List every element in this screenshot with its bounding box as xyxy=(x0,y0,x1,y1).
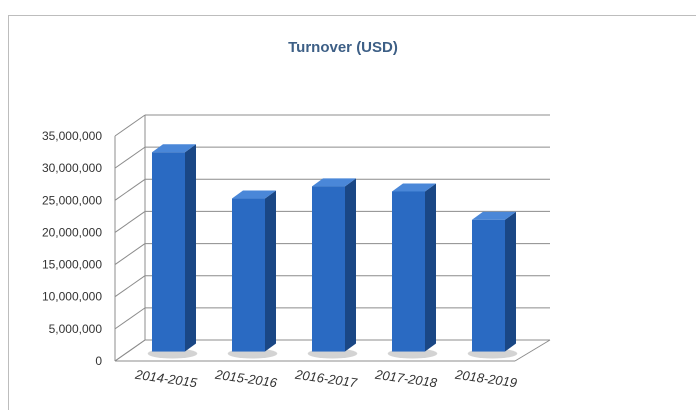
bar xyxy=(392,191,425,352)
bar-side xyxy=(345,178,356,352)
floor-right-edge xyxy=(514,339,551,362)
x-tick-label: 2015-2016 xyxy=(213,367,278,391)
gridline-side xyxy=(114,211,146,233)
chart-title: Turnover (USD) xyxy=(288,39,398,56)
bar-top xyxy=(152,144,196,153)
bar-side xyxy=(425,183,436,352)
y-tick-label: 0 xyxy=(95,354,102,368)
bar xyxy=(232,198,265,352)
y-tick-label: 25,000,000 xyxy=(42,193,102,207)
gridline-side xyxy=(114,114,146,137)
bar xyxy=(152,152,185,352)
bar-top xyxy=(232,190,276,199)
y-tick-label: 15,000,000 xyxy=(42,258,102,272)
gridline-side xyxy=(114,339,146,362)
gridline-side xyxy=(114,307,146,330)
gridline-side xyxy=(114,178,146,201)
bar-side xyxy=(185,144,196,352)
bar xyxy=(312,186,345,352)
bar xyxy=(472,219,505,352)
y-tick-label: 10,000,000 xyxy=(42,290,102,304)
bar-side xyxy=(505,211,516,352)
y-tick-label: 35,000,000 xyxy=(42,129,102,143)
gridline-side xyxy=(114,275,146,298)
bar-side xyxy=(265,190,276,352)
x-tick-label: 2017-2018 xyxy=(373,367,438,391)
gridline-side xyxy=(114,243,146,265)
chart-frame xyxy=(8,15,696,410)
gridline-side xyxy=(114,146,146,169)
x-tick-label: 2014-2015 xyxy=(133,367,198,391)
y-tick-label: 30,000,000 xyxy=(42,161,102,175)
x-tick-label: 2016-2017 xyxy=(293,367,358,391)
x-tick-label: 2018-2019 xyxy=(453,367,518,391)
y-tick-label: 20,000,000 xyxy=(42,225,102,239)
y-tick-label: 5,000,000 xyxy=(49,322,103,336)
bar-top xyxy=(392,183,436,192)
bar-top xyxy=(312,178,356,187)
bar-top xyxy=(472,211,516,220)
